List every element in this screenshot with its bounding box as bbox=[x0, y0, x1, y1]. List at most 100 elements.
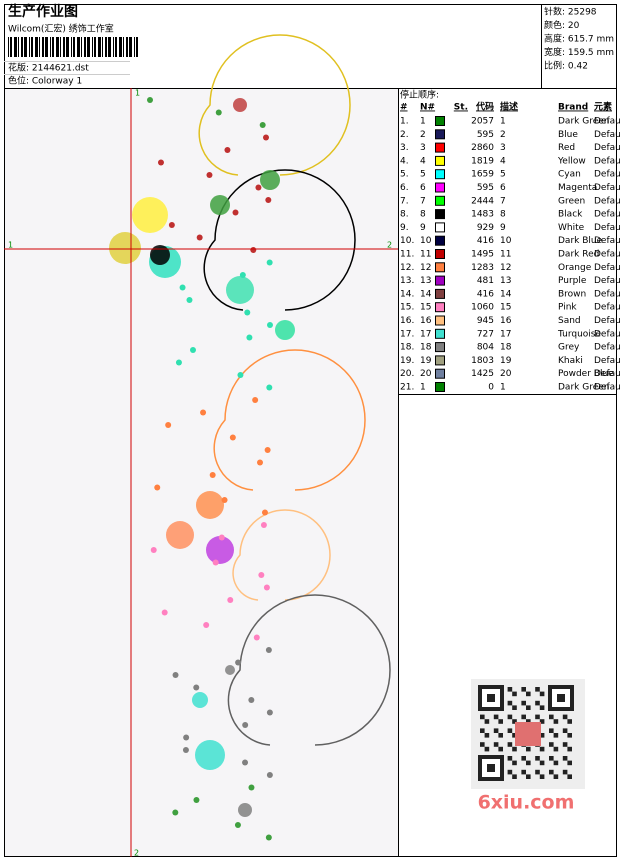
cell: Cyan bbox=[558, 170, 581, 180]
cell: 3. bbox=[400, 143, 409, 153]
leaf bbox=[242, 759, 249, 766]
cell: 5. bbox=[400, 170, 409, 180]
cell: 1 bbox=[500, 117, 506, 127]
stat: 颜色: 20 bbox=[544, 19, 580, 31]
qr-cell bbox=[567, 760, 572, 766]
cell: 929 bbox=[477, 223, 494, 233]
color-swatch bbox=[435, 249, 445, 259]
qr-cell bbox=[567, 774, 572, 779]
cell: 17 bbox=[420, 329, 431, 339]
cell: 21. bbox=[400, 383, 414, 393]
cell: Default bbox=[594, 356, 620, 366]
color-swatch bbox=[435, 355, 445, 366]
bar-line bbox=[87, 37, 90, 57]
cell: 12 bbox=[500, 263, 511, 273]
qr-cell bbox=[493, 742, 499, 747]
leaf bbox=[224, 147, 231, 153]
cell: 0 bbox=[488, 383, 494, 393]
bar-line bbox=[14, 37, 17, 57]
motif bbox=[226, 276, 254, 304]
cell: Dark Green bbox=[558, 383, 609, 393]
color-swatch bbox=[435, 315, 445, 326]
bar-line bbox=[60, 37, 61, 57]
cell: 15 bbox=[420, 303, 431, 313]
leaf bbox=[239, 272, 246, 278]
qr-cell bbox=[553, 719, 559, 724]
qr-cell bbox=[512, 760, 517, 766]
cell: 10 bbox=[500, 236, 512, 246]
cell: Default bbox=[594, 130, 620, 140]
cell: 7. bbox=[400, 196, 409, 206]
cell: 945 bbox=[477, 316, 494, 326]
cell: 19 bbox=[420, 356, 432, 366]
qr-cell bbox=[498, 719, 503, 724]
cell: 20 bbox=[500, 369, 512, 379]
motif bbox=[238, 803, 252, 817]
cell: Dark Green bbox=[558, 117, 609, 127]
cell: Red bbox=[558, 143, 575, 153]
color-swatch bbox=[435, 209, 445, 220]
stat: 比例: 0.42 bbox=[544, 60, 588, 72]
qr-cell bbox=[535, 756, 540, 761]
qr-cell bbox=[493, 714, 499, 720]
cell: Default bbox=[594, 156, 620, 166]
leaf bbox=[255, 184, 262, 191]
cell: Default bbox=[594, 223, 620, 233]
cell: Default bbox=[594, 250, 620, 260]
leaf bbox=[246, 334, 253, 341]
qr-cell bbox=[535, 687, 540, 692]
motif bbox=[150, 245, 170, 265]
leaf bbox=[165, 422, 172, 428]
cell: Default bbox=[594, 383, 620, 393]
qr-cell bbox=[493, 728, 499, 733]
bar-line bbox=[63, 37, 65, 57]
leaf bbox=[218, 534, 225, 541]
leaf bbox=[154, 484, 161, 491]
cell: 1659 bbox=[471, 170, 494, 180]
vine bbox=[232, 509, 331, 601]
cell: 4. bbox=[400, 156, 409, 166]
bar-line bbox=[8, 37, 9, 57]
motif bbox=[132, 197, 168, 233]
cell: Default bbox=[594, 210, 620, 220]
qr-cell bbox=[553, 733, 559, 738]
leaf bbox=[175, 359, 182, 366]
bar-line bbox=[113, 37, 114, 57]
qr-cell bbox=[539, 733, 545, 738]
qr-cell bbox=[549, 756, 554, 761]
qr-logo bbox=[515, 722, 541, 746]
cell: 727 bbox=[477, 329, 494, 339]
qr-cell bbox=[549, 742, 554, 747]
leaf bbox=[221, 497, 228, 503]
color-swatch bbox=[435, 169, 445, 180]
bar-line bbox=[126, 37, 128, 57]
cell: 7 bbox=[420, 196, 426, 206]
leaf bbox=[250, 247, 257, 253]
cell: 1803 bbox=[471, 356, 494, 366]
qr-cell bbox=[562, 756, 568, 761]
motif bbox=[109, 232, 141, 264]
cell: Yellow bbox=[557, 156, 586, 166]
color-swatch bbox=[435, 155, 445, 166]
color-swatch bbox=[435, 302, 445, 313]
cell: 1483 bbox=[471, 210, 494, 220]
column-header: 描述 bbox=[500, 101, 518, 113]
leaf bbox=[265, 197, 272, 203]
cell: 13 bbox=[500, 276, 511, 286]
motif bbox=[195, 740, 225, 770]
color-swatch bbox=[435, 235, 445, 246]
leaf bbox=[265, 647, 272, 653]
bar-line bbox=[71, 37, 72, 57]
stat: 宽度: 159.5 mm bbox=[544, 46, 614, 58]
leaf bbox=[252, 397, 259, 403]
cell: 1819 bbox=[471, 156, 494, 166]
cell: 10. bbox=[400, 236, 414, 246]
qr-cell bbox=[498, 733, 503, 738]
cell: White bbox=[558, 223, 585, 233]
leaf bbox=[203, 622, 210, 628]
qr-cell bbox=[480, 728, 485, 733]
leaf bbox=[253, 634, 260, 641]
cell: 6 bbox=[420, 183, 426, 193]
cell: Default bbox=[594, 329, 620, 339]
cell: Default bbox=[594, 236, 620, 246]
